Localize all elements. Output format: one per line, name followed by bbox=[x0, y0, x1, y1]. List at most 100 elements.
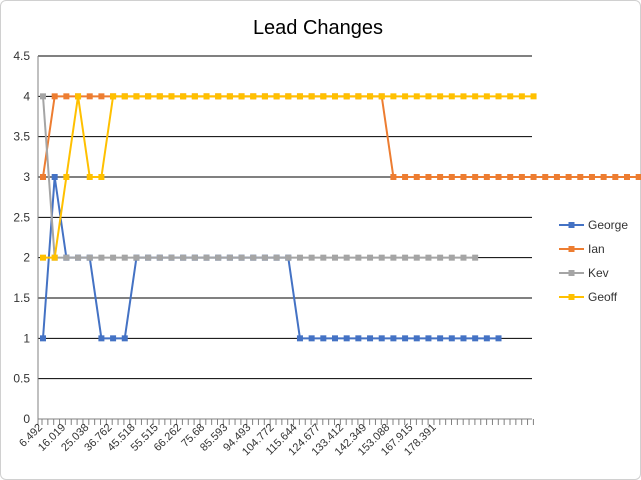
data-point bbox=[86, 93, 93, 100]
legend-marker bbox=[568, 270, 575, 276]
legend-label: George bbox=[588, 218, 628, 232]
data-point bbox=[390, 93, 397, 100]
data-point bbox=[588, 174, 595, 180]
data-point bbox=[332, 335, 338, 342]
data-point bbox=[261, 93, 268, 100]
data-point bbox=[425, 93, 432, 100]
data-point bbox=[495, 174, 502, 180]
data-point bbox=[472, 174, 479, 180]
data-point bbox=[226, 93, 233, 100]
data-point bbox=[308, 335, 315, 342]
data-point bbox=[168, 93, 175, 100]
data-point bbox=[133, 93, 140, 100]
data-point bbox=[624, 174, 630, 180]
data-point bbox=[250, 254, 257, 261]
data-point bbox=[133, 254, 140, 261]
data-point bbox=[191, 254, 198, 261]
data-point bbox=[145, 254, 152, 261]
data-point bbox=[250, 93, 257, 100]
legend-marker bbox=[568, 222, 575, 228]
data-point bbox=[75, 254, 82, 261]
data-point bbox=[332, 254, 338, 261]
data-point bbox=[191, 93, 198, 100]
data-point bbox=[367, 93, 374, 100]
data-point bbox=[156, 254, 163, 261]
data-point bbox=[530, 174, 537, 180]
data-point bbox=[413, 93, 420, 100]
data-point bbox=[86, 174, 93, 180]
data-point bbox=[51, 174, 58, 180]
legend-entry: Ian bbox=[559, 242, 605, 256]
data-point bbox=[98, 93, 105, 100]
data-point bbox=[296, 93, 303, 100]
y-tick-label: 2 bbox=[23, 251, 30, 265]
data-point bbox=[238, 93, 245, 100]
data-point bbox=[343, 93, 350, 100]
data-point bbox=[308, 93, 315, 100]
data-point bbox=[98, 335, 105, 342]
data-point bbox=[320, 335, 327, 342]
data-point bbox=[612, 174, 619, 180]
data-point bbox=[121, 335, 128, 342]
data-point bbox=[378, 335, 385, 342]
y-tick-label: 4 bbox=[23, 89, 30, 103]
series-kev bbox=[40, 93, 479, 261]
data-point bbox=[460, 335, 467, 342]
legend-marker bbox=[568, 294, 575, 300]
data-point bbox=[518, 174, 525, 180]
data-point bbox=[402, 174, 409, 180]
y-tick-label: 4.5 bbox=[13, 49, 30, 63]
data-point bbox=[285, 254, 292, 261]
data-point bbox=[542, 174, 549, 180]
data-point bbox=[425, 254, 432, 261]
legend-label: Geoff bbox=[588, 290, 618, 304]
data-point bbox=[343, 254, 350, 261]
data-point bbox=[367, 254, 374, 261]
y-axis: 0 0.5 1 1.5 2 2.5 3 3.5 4 4.5 bbox=[13, 49, 30, 426]
data-point bbox=[367, 335, 374, 342]
chart-title: Lead Changes bbox=[253, 17, 383, 39]
data-point bbox=[378, 93, 385, 100]
data-point bbox=[51, 93, 58, 100]
data-point bbox=[413, 254, 420, 261]
data-point bbox=[355, 93, 362, 100]
gridlines bbox=[38, 55, 532, 420]
data-point bbox=[472, 335, 479, 342]
y-tick-label: 0 bbox=[23, 412, 30, 426]
data-point bbox=[390, 335, 397, 342]
data-point bbox=[448, 335, 455, 342]
data-point bbox=[402, 335, 409, 342]
data-point bbox=[495, 93, 502, 100]
data-point bbox=[483, 335, 490, 342]
data-point bbox=[495, 335, 502, 342]
data-point bbox=[63, 174, 70, 180]
data-point bbox=[600, 174, 607, 180]
data-point bbox=[402, 254, 409, 261]
data-point bbox=[507, 174, 514, 180]
y-tick-label: 2.5 bbox=[13, 210, 30, 224]
data-point bbox=[273, 93, 280, 100]
data-point bbox=[168, 254, 175, 261]
data-point bbox=[40, 93, 46, 100]
data-point bbox=[553, 174, 560, 180]
data-point bbox=[577, 174, 584, 180]
data-point bbox=[296, 335, 303, 342]
series-geoff bbox=[40, 93, 537, 261]
data-point bbox=[320, 93, 327, 100]
data-point bbox=[63, 254, 70, 261]
data-point bbox=[203, 93, 210, 100]
data-point bbox=[180, 254, 187, 261]
data-point bbox=[390, 174, 397, 180]
legend-label: Kev bbox=[588, 266, 609, 280]
data-point bbox=[483, 93, 490, 100]
data-point bbox=[437, 254, 444, 261]
data-point bbox=[110, 254, 117, 261]
data-point bbox=[75, 93, 82, 100]
data-point bbox=[180, 93, 187, 100]
data-point bbox=[507, 93, 514, 100]
data-point bbox=[332, 93, 338, 100]
data-point bbox=[355, 335, 362, 342]
legend-entry: Kev bbox=[559, 266, 609, 280]
data-point bbox=[448, 254, 455, 261]
